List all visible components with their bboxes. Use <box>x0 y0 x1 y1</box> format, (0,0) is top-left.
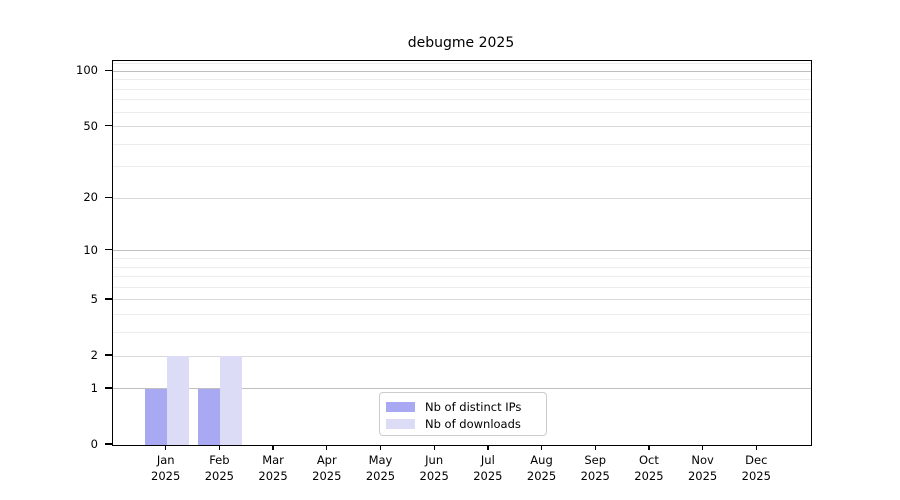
grid-line-major <box>113 299 811 301</box>
x-tick-year: 2025 <box>204 469 235 483</box>
x-tick-month: Jul <box>480 453 495 467</box>
x-axis-tick <box>594 445 596 450</box>
x-axis-tick <box>648 445 650 450</box>
y-tick-label: 2 <box>90 348 98 362</box>
y-axis-tick <box>105 196 112 199</box>
x-tick-label: May 2025 <box>348 452 412 484</box>
x-tick-year: 2025 <box>526 469 557 483</box>
x-tick-label: Dec 2025 <box>724 452 788 484</box>
x-tick-label: Feb 2025 <box>187 452 251 484</box>
grid-line-minor <box>113 79 811 81</box>
grid-line-minor <box>113 143 811 145</box>
grid-line-minor <box>113 266 811 268</box>
x-tick-label: Jul 2025 <box>456 452 520 484</box>
x-axis-tick <box>326 445 328 450</box>
bar-distinct-ips <box>198 388 221 445</box>
x-tick-year: 2025 <box>258 469 288 483</box>
x-tick-label: Oct 2025 <box>617 452 681 484</box>
grid-line-minor <box>113 99 811 101</box>
legend-item-downloads: Nb of downloads <box>386 415 538 432</box>
grid-line-minor <box>113 257 811 259</box>
grid-line-major <box>113 355 811 357</box>
x-tick-month: Oct <box>638 453 659 467</box>
x-axis-tick <box>755 445 757 450</box>
y-axis-tick <box>105 249 112 251</box>
y-tick-label: 1 <box>90 380 98 395</box>
y-tick-label: 50 <box>83 118 98 133</box>
y-tick-label: 0 <box>90 437 98 451</box>
y-tick-label: 5 <box>90 291 98 306</box>
bar-downloads <box>220 356 243 445</box>
x-tick-month: May <box>368 453 393 467</box>
x-axis-tick <box>540 445 543 450</box>
grid-line-minor <box>113 63 811 64</box>
x-tick-month: Jan <box>156 453 175 467</box>
grid-line-decade <box>113 250 811 252</box>
x-tick-label: Aug 2025 <box>510 452 574 484</box>
bar-distinct-ips <box>144 388 167 445</box>
grid-line-major <box>113 197 811 199</box>
x-tick-month: Jun <box>425 453 444 467</box>
x-tick-label: Jan 2025 <box>134 452 198 484</box>
x-axis-tick <box>165 445 167 450</box>
y-axis-tick <box>105 443 112 445</box>
y-axis-tick <box>105 69 112 71</box>
grid-line-minor <box>113 88 811 90</box>
x-tick-month: Apr <box>316 453 337 467</box>
legend-swatch-downloads <box>386 418 415 429</box>
x-tick-month: Sep <box>584 453 607 467</box>
grid-line-minor <box>113 111 811 113</box>
plot-area: Nb of distinct IPs Nb of downloads <box>112 60 812 446</box>
legend: Nb of distinct IPs Nb of downloads <box>379 392 547 436</box>
x-tick-month: Nov <box>691 453 714 467</box>
legend-swatch-distinct-ips <box>386 401 415 412</box>
x-tick-month: Mar <box>262 453 284 467</box>
x-tick-year: 2025 <box>365 469 396 483</box>
x-tick-year: 2025 <box>473 469 503 483</box>
x-tick-year: 2025 <box>151 469 181 483</box>
grid-line-minor <box>113 276 811 278</box>
y-tick-label: 10 <box>83 242 98 257</box>
grid-line-minor <box>113 332 811 334</box>
x-tick-label: Jun 2025 <box>402 452 466 484</box>
legend-label-distinct-ips: Nb of distinct IPs <box>425 399 522 414</box>
x-tick-year: 2025 <box>580 469 610 483</box>
chart-title: debugme 2025 <box>407 35 515 51</box>
grid-line-decade <box>113 388 811 390</box>
legend-item-distinct-ips: Nb of distinct IPs <box>386 398 538 415</box>
bar-downloads <box>166 356 189 445</box>
x-tick-label: Mar 2025 <box>241 452 305 484</box>
grid-line-minor <box>113 286 811 288</box>
grid-line-decade <box>113 70 811 72</box>
legend-label-downloads: Nb of downloads <box>425 416 521 431</box>
y-tick-label: 100 <box>76 63 98 78</box>
y-tick-label: 20 <box>83 190 98 205</box>
x-tick-month: Dec <box>745 453 768 467</box>
x-axis-tick <box>218 445 221 450</box>
x-axis-tick <box>433 445 435 450</box>
x-tick-year: 2025 <box>687 469 718 483</box>
x-tick-label: Nov 2025 <box>671 452 735 484</box>
x-tick-year: 2025 <box>741 469 771 483</box>
grid-line-major <box>113 126 811 127</box>
x-tick-label: Sep 2025 <box>563 452 627 484</box>
x-tick-year: 2025 <box>312 469 342 483</box>
x-axis-tick <box>272 445 274 450</box>
y-axis-tick <box>105 387 112 389</box>
x-tick-month: Feb <box>209 453 230 467</box>
y-axis-tick <box>105 354 112 356</box>
x-tick-month: Aug <box>530 453 553 467</box>
y-axis-tick <box>105 298 112 300</box>
x-axis-tick <box>702 445 704 450</box>
x-axis-tick <box>487 445 489 450</box>
x-tick-year: 2025 <box>419 469 449 483</box>
y-axis-tick <box>105 124 112 127</box>
grid-line-minor <box>113 166 811 168</box>
x-axis-tick <box>379 445 382 450</box>
x-tick-year: 2025 <box>634 469 664 483</box>
grid-line-minor <box>113 314 811 316</box>
x-tick-label: Apr 2025 <box>295 452 359 484</box>
